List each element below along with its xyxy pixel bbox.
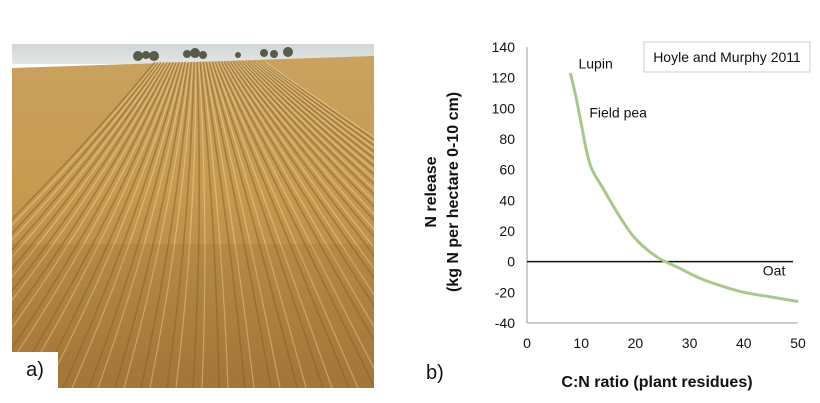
y-tick-label: 100 [492,100,516,116]
panel-a-label-text: a) [26,358,44,381]
y-tick-label: 140 [492,39,516,55]
source-note-box: Hoyle and Murphy 2011 [643,41,811,73]
y-tick-label: 60 [499,162,515,178]
x-tick-labels: 0 10 20 30 40 50 [523,335,806,351]
y-tick-label: 120 [492,70,516,86]
curve-annotation: Oat [763,262,786,278]
panel-a-label: a) [12,352,58,388]
x-tick-label: 20 [628,335,644,351]
y-tick-label: 40 [499,192,515,208]
y-tick-label: 0 [507,254,515,270]
curve-annotations: Lupin Field pea Oat [578,55,785,278]
panel-b-label: b) [426,362,444,384]
x-tick-label: 50 [790,335,806,351]
x-tick-label: 0 [523,335,531,351]
stubble-field-image [12,44,374,388]
stubble-field-photo [12,44,374,388]
x-tick-label: 30 [682,335,698,351]
y-tick-label: 20 [499,223,515,239]
x-tick-label: 40 [736,335,752,351]
curve-annotation: Lupin [578,55,612,71]
y-tick-label: -40 [495,315,515,331]
y-tick-label: -20 [495,284,515,300]
x-tick-label: 10 [573,335,589,351]
y-axis-title-line-2: (kg N per hectare 0-10 cm) [445,92,462,292]
y-tick-label: 80 [499,131,515,147]
y-axis-title: N release (kg N per hectare 0-10 cm) [423,92,462,292]
source-note-text: Hoyle and Murphy 2011 [653,49,801,65]
y-axis-title-line-1: N release [423,156,440,227]
x-axis-title: C:N ratio (plant residues) [561,374,752,391]
curve-annotation: Field pea [589,105,647,121]
y-tick-labels: -40 -20 0 20 40 60 80 100 120 140 [492,39,516,331]
n-release-series-line [568,72,799,304]
source-note-frame [643,41,811,73]
